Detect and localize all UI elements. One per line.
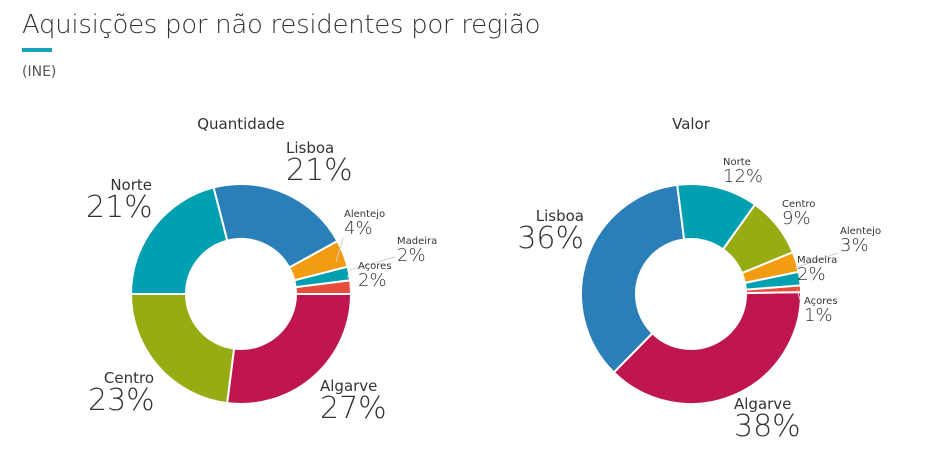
label-madeira-v: Madeira 2% <box>797 255 838 285</box>
slice-algarve <box>612 291 802 405</box>
slice-alentejo <box>287 239 349 282</box>
chart-title-valor: Valor <box>672 115 710 133</box>
title-accent-bar <box>22 48 52 52</box>
leader-line <box>794 252 839 269</box>
label-algarve-v: Algarve 38% <box>734 395 801 444</box>
page-title: Aquisições por não residentes por região <box>22 10 541 40</box>
source-note: (INE) <box>22 64 57 80</box>
label-centro-v: Centro 9% <box>782 199 816 229</box>
slice-norte <box>676 183 757 251</box>
leader-line <box>349 256 396 271</box>
leader-line <box>335 237 344 263</box>
label-alentejo-v: Alentejo 3% <box>840 226 882 256</box>
label-norte-q: Norte 21% <box>86 176 153 225</box>
label-centro-q: Centro 23% <box>88 369 155 418</box>
label-acores-q: Açores 2% <box>358 261 392 291</box>
chart-title-quantidade: Quantidade <box>197 115 285 133</box>
label-acores-v: Açores 1% <box>804 296 838 326</box>
label-madeira-q: Madeira 2% <box>397 236 438 266</box>
slice-lisboa <box>580 183 686 374</box>
leader-line <box>796 289 801 301</box>
slice-centro <box>721 203 795 275</box>
label-alentejo-q: Alentejo 4% <box>344 209 386 239</box>
label-norte-v: Norte 12% <box>723 157 764 187</box>
slice-algarve <box>226 293 353 405</box>
slice-lisboa <box>212 183 339 269</box>
slice-norte <box>129 186 229 295</box>
label-lisboa-q: Lisboa 21% <box>286 139 353 188</box>
label-lisboa-v: Lisboa 36% <box>517 207 584 256</box>
label-algarve-q: Algarve 27% <box>320 377 387 426</box>
slice-centro <box>129 293 236 405</box>
